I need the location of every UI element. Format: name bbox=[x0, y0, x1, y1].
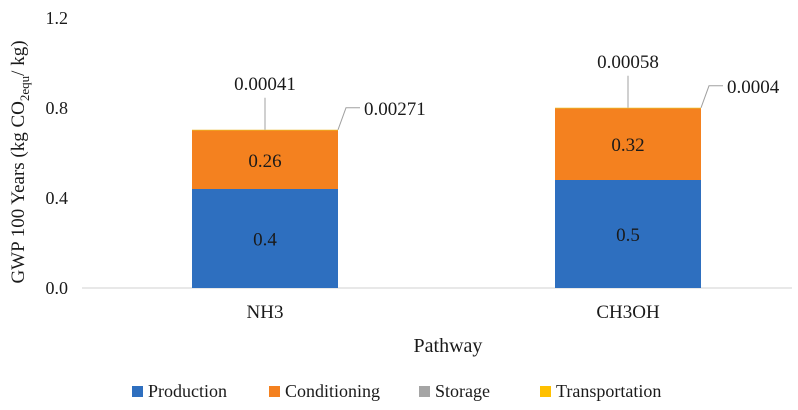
y-axis-title: GWP 100 Years (kg CO2equ/ kg) bbox=[8, 40, 32, 283]
leader-line bbox=[337, 107, 360, 130]
bar-segment-production bbox=[555, 180, 701, 288]
bars: 0.4 0.26 0.5 0.32 bbox=[192, 107, 701, 288]
legend-swatch bbox=[540, 386, 551, 397]
bar-segment-production bbox=[192, 189, 338, 288]
y-tick-label: 0.8 bbox=[46, 98, 69, 118]
legend-label: Storage bbox=[435, 381, 490, 401]
legend-label: Production bbox=[148, 381, 227, 401]
x-tick-label: NH3 bbox=[247, 302, 284, 323]
data-label: 0.00271 bbox=[364, 99, 426, 120]
data-label: 0.0004 bbox=[727, 77, 780, 98]
bar-segment-transportation bbox=[555, 107, 701, 109]
y-tick-label: 0.0 bbox=[46, 278, 69, 298]
bar-segment-conditioning bbox=[192, 130, 338, 189]
legend-item-conditioning: Conditioning bbox=[269, 381, 380, 401]
legend-item-storage: Storage bbox=[419, 381, 490, 401]
legend-item-production: Production bbox=[132, 381, 227, 401]
x-ticks: NH3 CH3OH bbox=[247, 302, 660, 323]
legend-item-transportation: Transportation bbox=[540, 381, 661, 401]
legend-label: Conditioning bbox=[285, 381, 380, 401]
data-label: 0.00058 bbox=[597, 52, 659, 73]
data-label: 0.5 bbox=[616, 225, 640, 246]
legend-swatch bbox=[419, 386, 430, 397]
data-label: 0.00041 bbox=[234, 74, 296, 95]
bar-segment-transportation bbox=[192, 129, 338, 131]
y-ticks: 0.0 0.4 0.8 1.2 bbox=[46, 8, 69, 298]
leader-line bbox=[700, 85, 723, 108]
data-label: 0.4 bbox=[253, 230, 277, 251]
y-axis-label: GWP 100 Years (kg CO2equ/ kg) bbox=[8, 40, 32, 283]
x-tick-label: CH3OH bbox=[596, 302, 660, 323]
x-axis-title: Pathway bbox=[414, 335, 483, 357]
legend-swatch bbox=[132, 386, 143, 397]
data-label: 0.26 bbox=[248, 151, 281, 172]
y-tick-label: 1.2 bbox=[46, 8, 69, 28]
legend-swatch bbox=[269, 386, 280, 397]
legend-label: Transportation bbox=[556, 381, 661, 401]
bar-segment-conditioning bbox=[555, 108, 701, 180]
legend: Production Conditioning Storage Transportat… bbox=[132, 381, 661, 401]
y-tick-label: 0.4 bbox=[46, 188, 69, 208]
callouts: 0.00041 0.00271 0.00058 0.0004 bbox=[234, 52, 780, 130]
data-label: 0.32 bbox=[611, 135, 644, 156]
